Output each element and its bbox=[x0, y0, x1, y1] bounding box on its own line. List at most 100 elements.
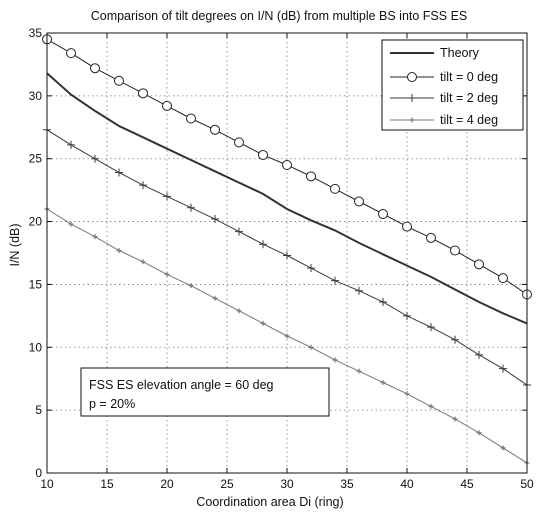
legend: Theory tilt = 0 deg tilt = 2 deg tilt = … bbox=[381, 39, 524, 131]
dot-marker bbox=[188, 283, 194, 289]
dot-marker bbox=[500, 445, 506, 451]
circle-marker bbox=[450, 245, 460, 256]
circle-marker bbox=[138, 88, 148, 99]
circle-marker bbox=[162, 100, 172, 111]
circle-marker bbox=[402, 221, 412, 232]
y-tick-label: 25 bbox=[29, 152, 43, 166]
x-tick-label: 35 bbox=[340, 477, 354, 491]
plus-marker bbox=[283, 251, 291, 260]
x-tick-label: 15 bbox=[100, 477, 114, 491]
plus-marker bbox=[91, 154, 99, 163]
annotation-box bbox=[80, 367, 330, 417]
plus-marker bbox=[403, 311, 411, 320]
dot-marker bbox=[284, 333, 290, 339]
circle-marker bbox=[66, 48, 76, 59]
y-tick-label: 15 bbox=[29, 277, 43, 291]
legend-label-tilt-4: tilt = 4 deg bbox=[440, 113, 498, 127]
dot-marker bbox=[476, 430, 482, 436]
circle-marker bbox=[90, 63, 100, 74]
dot-marker bbox=[404, 391, 410, 397]
y-axis-label: I/N (dB) bbox=[8, 223, 22, 266]
circle-marker bbox=[474, 259, 484, 270]
y-tick-label: 0 bbox=[35, 466, 42, 480]
y-tick-label: 10 bbox=[29, 340, 43, 354]
y-tick-label: 35 bbox=[29, 26, 43, 40]
plus-marker bbox=[475, 350, 483, 359]
plot-area-frame bbox=[46, 32, 528, 474]
legend-swatches bbox=[390, 52, 434, 123]
circle-marker bbox=[306, 171, 316, 182]
circle-marker bbox=[498, 273, 508, 284]
dot-marker bbox=[260, 320, 266, 326]
plus-marker bbox=[451, 335, 459, 344]
legend-box bbox=[381, 39, 524, 131]
circle-marker bbox=[258, 149, 268, 160]
annotation: FSS ES elevation angle = 60 deg p = 20% bbox=[80, 367, 330, 417]
plus-marker bbox=[235, 227, 243, 236]
x-tick-label: 30 bbox=[280, 477, 294, 491]
dot-marker bbox=[236, 308, 242, 314]
series-tilt-4 bbox=[44, 206, 530, 466]
dot-marker bbox=[92, 234, 98, 240]
plus-marker bbox=[331, 276, 339, 285]
annotation-line-1: FSS ES elevation angle = 60 deg bbox=[89, 378, 274, 392]
y-tick-label: 5 bbox=[35, 403, 42, 417]
circle-marker bbox=[407, 72, 417, 82]
dot-marker bbox=[409, 117, 415, 123]
dot-marker bbox=[308, 344, 314, 350]
plus-marker bbox=[499, 364, 507, 373]
x-tick-label: 50 bbox=[520, 477, 534, 491]
plus-marker bbox=[211, 215, 219, 224]
chart-title: Comparison of tilt degrees on I/N (dB) f… bbox=[91, 9, 468, 23]
series-layer bbox=[42, 34, 532, 466]
plus-marker bbox=[115, 168, 123, 177]
circle-marker bbox=[354, 196, 364, 207]
dot-marker bbox=[68, 221, 74, 227]
plus-marker bbox=[187, 203, 195, 212]
series-line-theory bbox=[46, 72, 528, 325]
y-tick-label: 20 bbox=[29, 215, 43, 229]
plus-marker bbox=[139, 181, 147, 190]
annotation-line-2: p = 20% bbox=[89, 397, 135, 411]
x-tick-label: 40 bbox=[400, 477, 414, 491]
circle-marker bbox=[114, 75, 124, 86]
circle-marker bbox=[210, 124, 220, 135]
dot-marker bbox=[380, 379, 386, 385]
circle-marker bbox=[234, 137, 244, 148]
circle-marker bbox=[186, 113, 196, 124]
x-axis-label: Coordination area Di (ring) bbox=[196, 495, 343, 509]
dot-marker bbox=[212, 295, 218, 301]
x-tick-label: 45 bbox=[460, 477, 474, 491]
plus-marker bbox=[408, 94, 416, 102]
dot-marker bbox=[356, 368, 362, 374]
plus-marker bbox=[379, 298, 387, 307]
series-theory bbox=[46, 72, 528, 325]
circle-marker bbox=[282, 160, 292, 170]
circle-marker bbox=[330, 183, 340, 194]
legend-label-theory: Theory bbox=[440, 46, 480, 60]
circle-marker bbox=[426, 232, 436, 243]
plus-marker bbox=[163, 192, 171, 201]
y-tick-label: 30 bbox=[29, 89, 43, 103]
plus-marker bbox=[307, 264, 315, 273]
dot-marker bbox=[452, 416, 458, 422]
dot-marker bbox=[332, 357, 338, 363]
x-tick-label: 20 bbox=[160, 477, 174, 491]
plus-marker bbox=[355, 286, 363, 295]
dot-marker bbox=[428, 403, 434, 409]
legend-label-tilt-2: tilt = 2 deg bbox=[440, 91, 498, 105]
x-tick-label: 25 bbox=[220, 477, 234, 491]
circle-marker bbox=[378, 209, 388, 220]
plus-marker bbox=[67, 140, 75, 149]
dot-marker bbox=[116, 247, 122, 253]
plus-marker bbox=[427, 323, 435, 332]
plus-marker bbox=[259, 240, 267, 249]
legend-label-tilt-0: tilt = 0 deg bbox=[440, 70, 498, 84]
axis-ticks: 10 15 20 25 30 35 40 45 50 0 5 10 15 20 25 30 35 bbox=[29, 26, 534, 491]
series-tilt-2 bbox=[43, 125, 531, 389]
series-tilt-0 bbox=[42, 34, 532, 300]
dot-marker bbox=[164, 271, 170, 277]
x-tick-label: 10 bbox=[40, 477, 54, 491]
dot-marker bbox=[140, 259, 146, 265]
